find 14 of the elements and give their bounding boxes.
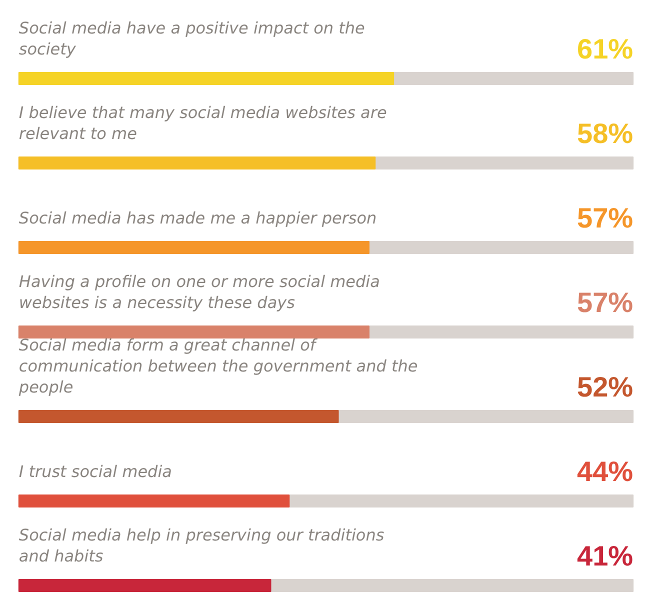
- data-label: 44%: [577, 456, 634, 487]
- y-tick-label: Social media has made me a happier person: [18, 208, 377, 228]
- data-label: 58%: [577, 118, 634, 149]
- data-label: 57%: [577, 287, 634, 318]
- y-tick-label: Social media help in preserving our traditions and habits: [18, 526, 384, 566]
- data-label: 52%: [577, 372, 634, 402]
- y-tick-label: Having a profile on one or more social media websites is a necessity these days: [18, 272, 380, 312]
- y-tick-label: Social media have a positive impact on the society: [18, 18, 366, 58]
- data-label: 41%: [577, 540, 634, 572]
- data-label: 57%: [577, 202, 634, 234]
- y-tick-label: Social media form a great channel of communication between the government and the people: [18, 336, 418, 396]
- y-tick-label: I trust social media: [18, 462, 172, 481]
- data-label: 61%: [577, 34, 634, 64]
- y-tick-label: I believe that many social media websites are relevant to me: [18, 103, 387, 143]
